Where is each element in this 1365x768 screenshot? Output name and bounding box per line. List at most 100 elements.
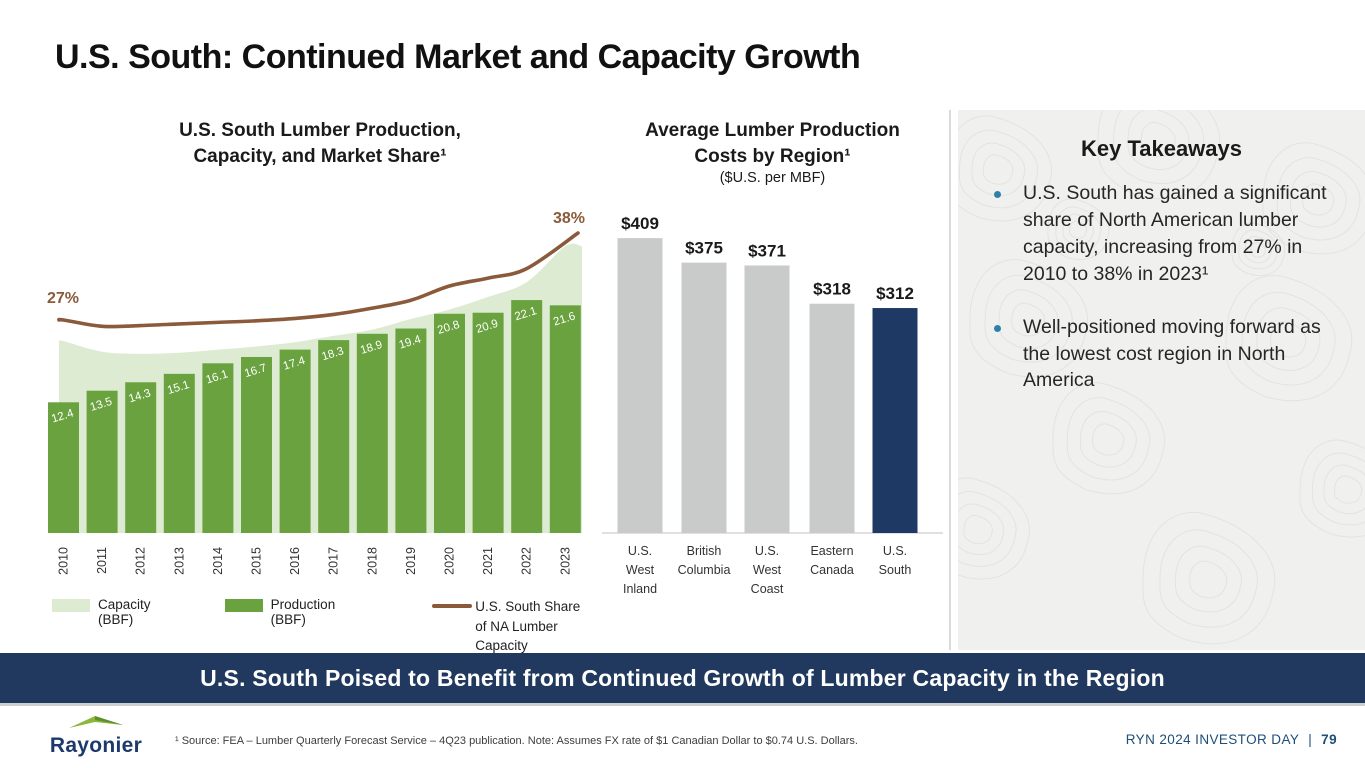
production-chart-title: U.S. South Lumber Production, Capacity, … xyxy=(45,118,595,169)
banner-text: U.S. South Poised to Benefit from Contin… xyxy=(200,664,1165,691)
capacity-swatch xyxy=(52,599,90,612)
production-bar xyxy=(511,300,543,533)
x-tick-label: 2013 xyxy=(172,547,186,575)
production-bar xyxy=(395,328,427,533)
x-tick-label: 2023 xyxy=(558,547,572,575)
source-footnote: ¹ Source: FEA – Lumber Quarterly Forecas… xyxy=(175,735,858,747)
cost-bar xyxy=(872,308,918,533)
contour-line xyxy=(1052,382,1165,495)
production-bar xyxy=(86,390,118,533)
production-bar xyxy=(202,363,234,533)
cost-value-label: $409 xyxy=(621,214,659,233)
chart-legend: Capacity (BBF) Production (BBF) U.S. Sou… xyxy=(52,597,597,656)
key-takeaways-panel: Key Takeaways U.S. South has gained a si… xyxy=(958,110,1365,650)
takeaway-text: U.S. South has gained a significant shar… xyxy=(1023,182,1327,285)
cost-value-label: $375 xyxy=(685,239,723,258)
legend-label-production: Production (BBF) xyxy=(270,597,336,627)
bullet-dot-icon xyxy=(994,191,1001,198)
contour-line xyxy=(958,491,1017,567)
production-bar xyxy=(241,356,272,533)
production-bar xyxy=(48,402,79,533)
contour-line xyxy=(1159,529,1258,628)
legend-label-share-line1: U.S. South Share xyxy=(475,599,581,614)
footer: Rayonier ¹ Source: FEA – Lumber Quarterl… xyxy=(0,709,1365,768)
production-chart-title-line2: Capacity, and Market Share¹ xyxy=(193,145,447,167)
contour-line xyxy=(1066,397,1151,481)
page-number: 79 xyxy=(1321,732,1337,747)
contour-line xyxy=(1299,439,1365,538)
x-tick-label: 2015 xyxy=(250,547,264,575)
cost-bar xyxy=(617,238,663,533)
contour-line xyxy=(1142,511,1276,645)
contour-line xyxy=(958,477,1030,580)
event-name: RYN 2024 INVESTOR DAY xyxy=(1125,732,1300,747)
production-bar xyxy=(163,373,195,533)
contour-line xyxy=(963,514,993,545)
region-label: U.S. West Coast xyxy=(751,544,784,596)
bottom-banner: U.S. South Poised to Benefit from Contin… xyxy=(0,653,1365,706)
legend-item-share: U.S. South Share of NA Lumber Capacity xyxy=(432,597,597,656)
region-label: U.S. West Inland xyxy=(623,544,657,596)
region-label: British Columbia xyxy=(678,544,731,577)
production-bar xyxy=(125,382,157,533)
share-start-label: 27% xyxy=(47,290,79,307)
cost-by-region-chart: $409 U.S. West Inland $375 British Columbia $37… xyxy=(602,214,943,596)
legend-label-share-line2: of NA Lumber Capacity xyxy=(475,618,558,654)
separator: | xyxy=(1308,732,1313,747)
legend-label-capacity: Capacity (BBF) xyxy=(98,597,151,627)
rayonier-logo: Rayonier xyxy=(36,715,156,758)
cost-chart-title-line1: Average Lumber Production xyxy=(645,120,900,141)
takeaway-item: Well-positioned moving forward as the lo… xyxy=(994,314,1337,395)
contour-line xyxy=(1079,410,1137,468)
cost-value-label: $312 xyxy=(876,284,914,303)
contour-line xyxy=(1189,560,1228,599)
x-tick-label: 2022 xyxy=(520,547,534,575)
production-bar xyxy=(279,349,311,533)
legend-item-production: Production (BBF) xyxy=(224,597,361,627)
x-tick-label: 2019 xyxy=(404,547,418,575)
production-bar xyxy=(549,305,581,533)
logo-text: Rayonier xyxy=(49,734,143,757)
production-swatch xyxy=(224,599,263,612)
contour-line xyxy=(1334,475,1363,504)
x-tick-label: 2012 xyxy=(134,547,148,575)
x-tick-label: 2020 xyxy=(443,547,457,575)
cost-bar xyxy=(809,303,855,533)
cost-bar xyxy=(681,262,727,533)
x-tick-label: 2017 xyxy=(327,547,341,575)
legend-item-capacity: Capacity (BBF) xyxy=(52,597,177,627)
x-tick-label: 2016 xyxy=(288,547,302,575)
vertical-divider xyxy=(949,110,951,650)
key-takeaways-list: U.S. South has gained a significant shar… xyxy=(958,180,1365,394)
slide-title: U.S. South: Continued Market and Capacit… xyxy=(55,38,861,76)
x-tick-label: 2010 xyxy=(57,547,71,575)
production-capacity-share-chart: 12.413.5 14.3 15.116.1 16.7 17.418.3 18.9 19.4… xyxy=(47,210,585,575)
contour-line xyxy=(1174,545,1242,613)
x-tick-label: 2018 xyxy=(365,547,379,575)
production-bar xyxy=(318,340,350,533)
bullet-dot-icon xyxy=(994,324,1001,332)
takeaway-item: U.S. South has gained a significant shar… xyxy=(994,180,1337,288)
x-tick-label: 2014 xyxy=(211,547,225,575)
contour-line xyxy=(1092,423,1125,456)
contour-line xyxy=(958,503,1005,556)
key-takeaways-title: Key Takeaways xyxy=(1080,136,1243,161)
production-bar xyxy=(434,313,465,533)
cost-chart-subtitle: ($U.S. per MBF) xyxy=(719,170,826,186)
share-end-label: 38% xyxy=(553,210,585,227)
logo-leaf-icon xyxy=(69,716,123,728)
cost-value-label: $318 xyxy=(813,280,851,299)
production-bar xyxy=(356,333,388,533)
legend-label-share: U.S. South Share of NA Lumber Capacity xyxy=(475,597,597,656)
takeaway-text: Well-positioned moving forward as the lo… xyxy=(1023,315,1321,392)
cost-value-label: $371 xyxy=(748,242,786,261)
x-tick-label: 2021 xyxy=(481,547,495,575)
contour-line xyxy=(1311,452,1365,526)
share-line-swatch xyxy=(432,604,473,608)
share-line xyxy=(57,231,580,329)
production-bar xyxy=(472,312,504,533)
x-tick-label: 2011 xyxy=(95,547,109,574)
event-page-label: RYN 2024 INVESTOR DAY | 79 xyxy=(1126,732,1337,747)
production-chart-title-line1: U.S. South Lumber Production, xyxy=(179,120,461,141)
